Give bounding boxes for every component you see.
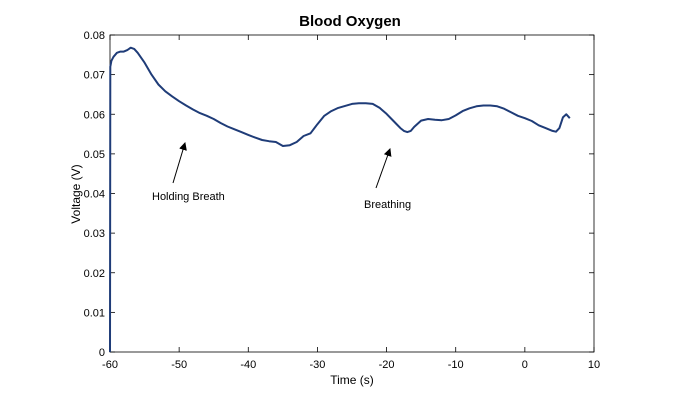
y-tick-label: 0.02 — [84, 268, 105, 280]
x-axis-label: Time (s) — [330, 373, 374, 387]
series-line-blood-oxygen — [109, 46, 571, 353]
y-tick-label: 0.06 — [84, 109, 105, 121]
x-tick-label: -50 — [171, 359, 187, 371]
holding-breath-arrow — [172, 142, 187, 184]
y-tick-label: 0.03 — [84, 228, 105, 240]
x-axis: -60 -50 -40 -30 -20 -10 0 10 — [102, 35, 600, 371]
y-axis-label: Voltage (V) — [69, 164, 83, 223]
y-tick-label: 0.04 — [84, 189, 105, 201]
y-tick-label: 0.08 — [84, 30, 105, 42]
x-tick-label: -10 — [448, 359, 464, 371]
x-tick-label: 0 — [522, 359, 528, 371]
x-tick-label: -30 — [309, 359, 325, 371]
holding-breath-label: Holding Breath — [152, 191, 225, 203]
x-tick-label: 10 — [588, 359, 600, 371]
breathing-arrow — [375, 148, 392, 189]
chart-title: Blood Oxygen — [299, 13, 401, 30]
y-tick-label: 0.07 — [84, 70, 105, 82]
x-tick-label: -40 — [240, 359, 256, 371]
y-tick-label: 0.01 — [84, 307, 105, 319]
y-tick-label: 0.05 — [84, 149, 105, 161]
y-tick-label: 0 — [99, 347, 105, 359]
breathing-label: Breathing — [364, 199, 411, 211]
x-tick-label: -60 — [102, 359, 118, 371]
x-tick-label: -20 — [379, 359, 395, 371]
y-axis: 0 0.01 0.02 0.03 0.04 0.05 0.06 0.07 0.08 — [84, 30, 594, 359]
